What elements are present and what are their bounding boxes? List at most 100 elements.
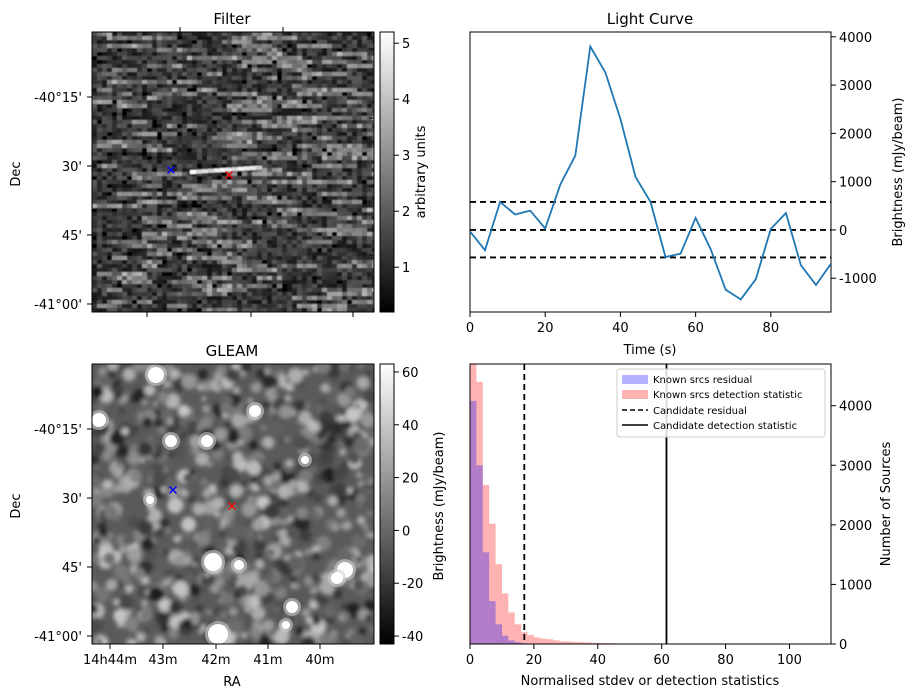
- hist-y-tick-label: 1000: [839, 578, 872, 593]
- lc-x-tick-label: 20: [537, 321, 554, 336]
- gleam-xlabel: RA: [223, 675, 241, 690]
- hist-bar-detection: [508, 612, 515, 644]
- hist-bar-detection: [470, 364, 477, 644]
- gleam-blue-cross-marker: [169, 486, 177, 494]
- gleam-colorbar: [379, 363, 395, 645]
- hist-bar-residual: [470, 400, 477, 644]
- hist-bar-detection: [533, 637, 541, 644]
- histogram-bars: [470, 364, 815, 644]
- hist-y-tick-label: 0: [839, 638, 847, 653]
- hist-bar-detection: [546, 639, 554, 644]
- hist-x-tick-label: 80: [717, 653, 734, 668]
- gleam-bright-source-core: [148, 367, 164, 383]
- hist-bar-detection: [591, 642, 598, 644]
- hist-bar-residual: [514, 642, 522, 644]
- histogram-xlabel: Normalised stdev or detection statistics: [521, 674, 780, 689]
- hist-x-tick-label: 100: [777, 653, 802, 668]
- histogram-legend: Known srcs residual Known srcs detection…: [616, 368, 826, 438]
- ra-tick-label: 14h44m: [83, 653, 137, 668]
- colorbar-tick-label: -20: [402, 577, 423, 592]
- lc-y-tick-label: 0: [839, 224, 847, 239]
- gleam-markers: [169, 486, 236, 510]
- ra-tick-label: 42m: [201, 653, 230, 668]
- hist-bar-detection: [527, 635, 534, 644]
- gleam-bright-source-core: [234, 560, 244, 570]
- hist-x-tick-label: 40: [590, 653, 607, 668]
- lc-y-tick-label: 3000: [839, 79, 872, 94]
- colorbar-tick-label: 0: [402, 524, 410, 539]
- colorbar-tick-label: 5: [402, 37, 410, 52]
- dec-tick-label: 30': [62, 160, 82, 175]
- gleam-noise-image: [92, 364, 374, 644]
- dec-tick-label: -41°00': [34, 630, 82, 645]
- hist-x-tick-label: 20: [526, 653, 543, 668]
- filter-colorbar-ticks: 1 2 3 4 5: [394, 37, 410, 276]
- gleam-bright-source-core: [286, 601, 298, 613]
- gleam-title: GLEAM: [206, 342, 259, 360]
- gleam-colorbar-label: Brightness (mJy/beam): [432, 432, 447, 581]
- dec-tick-label: 30': [62, 492, 82, 507]
- lc-y-tick-label: -1000: [839, 272, 877, 287]
- filter-noise-image: [92, 32, 374, 312]
- lc-y-tick-label: 1000: [839, 176, 872, 191]
- histogram-ylabel: Number of Sources: [879, 442, 894, 567]
- histogram-x-ticks: 0 20 40 60 80 100: [466, 644, 802, 668]
- filter-y-ticks: -40°15' 30' 45' -41°00': [34, 91, 92, 313]
- hist-y-tick-label: 3000: [839, 459, 872, 474]
- hist-bar-residual: [495, 624, 502, 644]
- hist-bar-detection: [559, 641, 566, 644]
- ra-tick-label: 43m: [148, 653, 177, 668]
- colorbar-tick-label: 60: [402, 366, 419, 381]
- gleam-bright-sources: [92, 364, 356, 644]
- light-curve-xlabel: Time (s): [623, 343, 677, 358]
- colorbar-tick-label: 3: [402, 149, 410, 164]
- lc-y-tick-label: 4000: [839, 31, 872, 46]
- filter-blue-cross-marker: [167, 166, 175, 174]
- gleam-red-cross-marker: [228, 502, 236, 510]
- hist-bar-detection: [495, 564, 502, 644]
- dec-tick-label: -41°00': [34, 298, 82, 313]
- colorbar-tick-label: 1: [402, 261, 410, 276]
- histogram-y-ticks: 0 1000 2000 3000 4000: [831, 400, 872, 653]
- gleam-bright-source-core: [201, 435, 213, 447]
- hist-bar-detection: [514, 624, 522, 644]
- light-curve-y-ticks: -1000 0 1000 2000 3000 4000: [831, 31, 877, 287]
- dec-tick-label: 45': [62, 561, 82, 576]
- light-curve-axes: [469, 31, 832, 313]
- hist-bar-detection: [597, 642, 605, 644]
- light-curve-ylabel: Brightness (mJy/beam): [891, 98, 906, 247]
- gleam-bright-source-core: [208, 624, 228, 644]
- filter-right-ticks: [369, 48, 374, 256]
- gleam-bright-source-core: [204, 553, 222, 571]
- lc-x-tick-label: 40: [612, 321, 629, 336]
- light-curve-x-ticks: 0 20 40 60 80: [466, 312, 779, 336]
- hist-y-tick-label: 4000: [839, 400, 872, 415]
- dec-tick-label: 45': [62, 229, 82, 244]
- hist-x-tick-label: 0: [466, 653, 474, 668]
- hist-bar-detection: [540, 638, 547, 644]
- legend-label-candidate-residual: Candidate residual: [653, 406, 747, 417]
- hist-bar-residual: [489, 601, 496, 644]
- gleam-bright-source-core: [92, 413, 106, 427]
- filter-ylabel: Dec: [9, 161, 24, 186]
- filter-colorbar-label: arbitrary units: [414, 125, 429, 218]
- hist-bar-residual: [482, 552, 490, 644]
- hist-bar-detection: [553, 640, 560, 644]
- histogram-panel: 0 20 40 60 80 100 0 1000 2000 3000 4000 Normalise…: [466, 363, 894, 689]
- histogram-frame: [469, 363, 832, 645]
- hist-bar-residual: [476, 465, 483, 644]
- hist-bar-residual: [501, 635, 509, 644]
- gleam-x-ticks: 14h44m 43m 42m 41m 40m: [83, 644, 335, 668]
- gleam-bright-source-core: [301, 456, 309, 464]
- legend-box: [616, 368, 826, 438]
- gleam-panel: GLEAM -40°15' 30' 45' -41°00' 14h44m 43m 42m 4…: [9, 342, 447, 690]
- lc-x-tick-label: 60: [687, 321, 704, 336]
- lc-x-tick-label: 0: [466, 321, 474, 336]
- gleam-bright-source-core: [331, 572, 343, 584]
- filter-red-cross-marker: [225, 171, 233, 179]
- light-curve-series-line: [470, 43, 831, 301]
- gleam-ylabel: Dec: [9, 493, 24, 518]
- filter-markers: [167, 166, 233, 179]
- hist-bar-detection: [585, 642, 592, 644]
